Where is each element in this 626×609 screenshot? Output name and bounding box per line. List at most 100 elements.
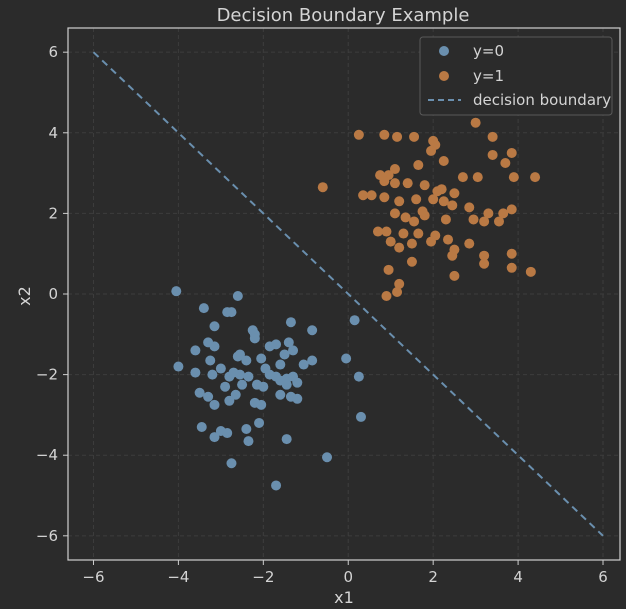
point-y0 <box>288 345 299 356</box>
point-y1 <box>417 206 428 217</box>
point-y1 <box>379 192 390 203</box>
x-tick-label: 4 <box>513 568 523 586</box>
point-y0 <box>260 363 271 374</box>
point-y1 <box>506 204 517 215</box>
point-y0 <box>292 393 303 404</box>
x-tick-label: −4 <box>167 568 189 586</box>
point-y1 <box>432 186 443 197</box>
point-y0 <box>298 359 309 370</box>
point-y0 <box>249 333 260 344</box>
point-y1 <box>406 256 417 267</box>
point-y1 <box>409 131 420 142</box>
point-y0 <box>196 422 207 432</box>
x-ticks: −6 −4 −2 0 2 4 6 <box>82 560 608 586</box>
y-axis-label: x2 <box>15 286 34 306</box>
point-y1 <box>479 258 490 269</box>
point-y1 <box>400 212 411 223</box>
point-y0 <box>190 367 201 378</box>
point-y1 <box>389 164 400 175</box>
point-y1 <box>389 208 400 219</box>
point-y0 <box>283 337 294 348</box>
point-y1 <box>457 172 468 183</box>
x-tick-label: −2 <box>252 568 274 586</box>
x-tick-label: −6 <box>82 568 104 586</box>
point-y1 <box>506 262 517 273</box>
point-y0 <box>254 417 265 428</box>
point-y0 <box>353 371 364 382</box>
point-y1 <box>449 188 460 199</box>
point-y0 <box>207 369 218 380</box>
point-y0 <box>275 359 286 370</box>
legend-label-boundary: decision boundary <box>473 91 611 109</box>
point-y0 <box>355 411 366 422</box>
point-y0 <box>241 424 252 435</box>
legend-box <box>419 36 613 116</box>
boundary-layer <box>92 51 604 537</box>
point-y1 <box>438 196 449 207</box>
point-y1 <box>419 180 430 191</box>
point-y1 <box>358 190 369 201</box>
point-y0 <box>226 307 237 318</box>
legend: y=0 y=1 decision boundary <box>419 36 613 116</box>
point-y0 <box>209 432 220 443</box>
point-y0 <box>279 349 290 360</box>
point-y1 <box>381 291 392 302</box>
chart-title: Decision Boundary Example <box>217 5 470 26</box>
point-y0 <box>275 389 286 400</box>
point-y0 <box>341 353 352 364</box>
x-tick-label: 6 <box>598 568 608 586</box>
point-y0 <box>222 428 233 439</box>
point-y0 <box>203 391 214 402</box>
point-y1 <box>402 178 413 189</box>
x-axis-label: x1 <box>334 588 354 607</box>
point-y0 <box>209 321 220 332</box>
point-y0 <box>281 434 292 445</box>
point-y1 <box>487 131 498 142</box>
x-tick-label: 2 <box>428 568 438 586</box>
point-y0 <box>198 303 209 314</box>
point-y0 <box>234 349 245 360</box>
point-y0 <box>243 371 254 382</box>
x-tick-label: 0 <box>343 568 353 586</box>
legend-marker-y1 <box>439 71 449 81</box>
point-y0 <box>190 345 201 356</box>
y-tick-label: 2 <box>48 204 58 222</box>
point-y1 <box>483 208 494 219</box>
point-y0 <box>224 395 235 406</box>
point-y0 <box>258 381 269 392</box>
legend-marker-y0 <box>439 46 449 56</box>
point-y1 <box>394 242 405 253</box>
decision-boundary-line <box>92 51 604 537</box>
point-y1 <box>389 178 400 189</box>
point-y0 <box>220 381 231 392</box>
point-y0 <box>322 452 333 463</box>
point-y0 <box>292 377 303 388</box>
point-y0 <box>307 325 318 336</box>
point-y1 <box>392 286 403 297</box>
point-y1 <box>438 156 449 166</box>
point-y0 <box>241 355 252 366</box>
points-layer <box>171 117 541 491</box>
point-y1 <box>394 196 405 207</box>
point-y1 <box>317 182 328 193</box>
point-y1 <box>500 158 511 169</box>
point-y1 <box>392 131 403 142</box>
point-y1 <box>413 160 424 171</box>
point-y1 <box>479 250 490 261</box>
point-y1 <box>449 270 460 281</box>
point-y1 <box>472 172 483 183</box>
point-y1 <box>464 238 475 249</box>
point-y0 <box>194 387 205 398</box>
legend-label-y1: y=1 <box>473 67 504 85</box>
y-ticks: −6 −4 −2 0 2 4 6 <box>36 43 68 545</box>
point-y1 <box>413 228 424 239</box>
point-y1 <box>372 226 383 237</box>
point-y1 <box>428 194 439 205</box>
point-y1 <box>498 208 509 219</box>
point-y1 <box>426 145 437 156</box>
point-y1 <box>406 238 417 249</box>
point-y0 <box>228 367 239 378</box>
y-tick-label: −4 <box>36 446 58 464</box>
point-y0 <box>271 480 282 491</box>
